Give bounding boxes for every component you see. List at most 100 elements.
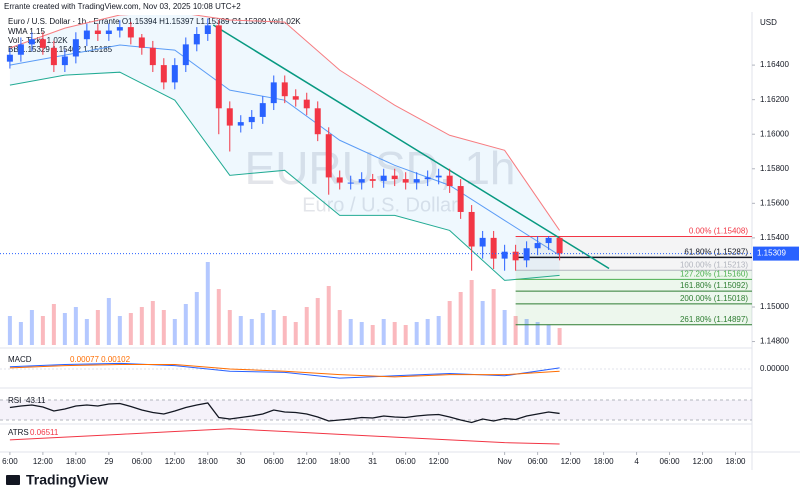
fib-label: 200.00% (1.15018)	[680, 294, 748, 303]
volume-bar	[524, 319, 529, 345]
volume-bar	[172, 319, 177, 345]
x-tick-label: 12:00	[297, 457, 318, 466]
candle-body	[61, 56, 68, 66]
band-line	[9, 71, 560, 281]
volume-bar	[293, 322, 298, 345]
candle-body	[490, 237, 497, 259]
candle-body	[39, 39, 46, 48]
rsi-line	[9, 402, 560, 424]
candle-body	[72, 39, 79, 57]
last-price-box	[753, 246, 799, 261]
y-tick-label: 0.00000	[760, 364, 789, 373]
x-tick-label: 18:00	[330, 457, 351, 466]
candle-body	[237, 122, 244, 126]
volume-bar	[414, 322, 419, 345]
candle-body	[171, 65, 178, 83]
x-tick-label: 06:00	[264, 457, 285, 466]
candle-body	[28, 39, 35, 45]
volume-bar	[326, 286, 331, 345]
watermark-sub: Euro / U.S. Dollar	[302, 194, 458, 216]
volume-bar	[216, 289, 221, 345]
x-tick-label: 12:00	[693, 457, 714, 466]
candle-body	[347, 182, 354, 184]
y-tick-label: 1.15400	[760, 233, 789, 242]
volume-bar	[161, 310, 166, 345]
candle-body	[303, 99, 310, 109]
volume-bar	[403, 325, 408, 345]
x-tick-label: 4	[634, 457, 639, 466]
macd-line	[9, 363, 560, 378]
rsi-band-fill	[0, 400, 752, 420]
legend-line: WMA 1.15	[8, 27, 45, 36]
volume-bar	[480, 301, 485, 345]
brand: TradingView	[26, 472, 108, 488]
currency: USD	[760, 18, 777, 27]
x-tick-label: 12:00	[33, 457, 54, 466]
volume-bar	[260, 313, 265, 345]
volume-bar	[425, 319, 430, 345]
candle-body	[281, 82, 288, 97]
legend-line: Euro / U.S. Dollar · 1h · Errante O1.153…	[8, 17, 301, 26]
candle-body	[523, 248, 530, 261]
candle-body	[105, 30, 112, 35]
atr-line	[9, 428, 560, 445]
x-tick-label: 30	[236, 457, 245, 466]
fib-label: 261.80% (1.14897)	[680, 315, 748, 324]
candle-body	[479, 237, 486, 247]
volume-bar	[194, 292, 199, 345]
volume-bar	[282, 316, 287, 345]
fib-label: 161.80% (1.15092)	[680, 281, 748, 290]
volume-bar	[238, 316, 243, 345]
volume-bar	[51, 304, 56, 345]
candle-body	[369, 179, 376, 181]
candle-body	[314, 108, 321, 135]
volume-bar	[183, 304, 188, 345]
x-tick-label: 12:00	[165, 457, 186, 466]
credit: Errante created with TradingView.com, No…	[4, 2, 241, 11]
volume-bar	[381, 319, 386, 345]
fib-label: 127.20% (1.15160)	[680, 269, 748, 278]
x-tick-label: 29	[104, 457, 113, 466]
volume-bar	[227, 310, 232, 345]
volume-bar	[249, 319, 254, 345]
legend-line: BB 1.15329 1.15402 1.15185	[8, 45, 113, 54]
logo	[6, 475, 20, 485]
candle-body	[226, 108, 233, 126]
candle-body	[534, 243, 541, 249]
volume-bar	[469, 280, 474, 345]
volume-bar	[150, 301, 155, 345]
volume-bar	[458, 292, 463, 345]
volume-bar	[502, 310, 507, 345]
candle-body	[149, 47, 156, 66]
candle-body	[402, 179, 409, 183]
y-tick-label: 1.15600	[760, 198, 789, 207]
volume-bar	[447, 301, 452, 345]
volume-bar	[436, 316, 441, 345]
candle-body	[556, 237, 563, 254]
candle-body	[204, 25, 211, 35]
candle-body	[248, 116, 255, 123]
legend-line: Vol · Ticks 1.02K	[8, 36, 68, 45]
y-tick-label: 1.15000	[760, 302, 789, 311]
y-tick-label: 1.16200	[760, 95, 789, 104]
volume-bar	[304, 307, 309, 345]
pane-readout: 0.06511	[30, 428, 59, 437]
x-tick-label: 06:00	[660, 457, 681, 466]
y-tick-label: 1.15800	[760, 164, 789, 173]
candle-body	[83, 30, 90, 40]
volume-bar	[29, 310, 34, 345]
candle-body	[94, 30, 101, 35]
volume-bar	[7, 316, 12, 345]
volume-bar	[315, 298, 320, 345]
watermark: EURUSD, 1h	[245, 142, 516, 194]
candle-body	[193, 34, 200, 45]
candle-body	[512, 251, 519, 261]
x-tick-label: 06:00	[528, 457, 549, 466]
candle-body	[127, 27, 134, 38]
x-tick-label: 06:00	[396, 457, 417, 466]
candle-body	[446, 175, 453, 187]
trendline	[212, 24, 610, 270]
fib-label: 0.00% (1.15408)	[689, 227, 748, 236]
candle-body	[259, 103, 266, 117]
